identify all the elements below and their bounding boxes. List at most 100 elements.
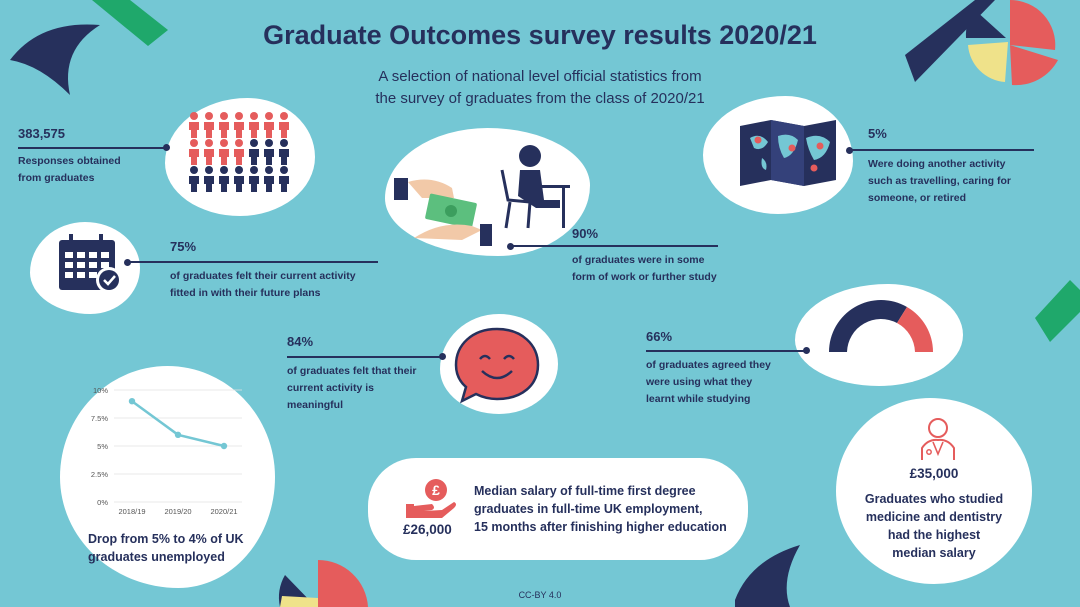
using-learning-value: 66% [646, 329, 673, 344]
person-figure-body [189, 149, 199, 165]
gauge-icon [829, 300, 933, 352]
other-activity-connector [850, 149, 1034, 151]
person-figure-body [234, 122, 244, 138]
medicine-line-1: Graduates who studied [864, 492, 1004, 506]
other-activity-desc: Were doing another activity such as trav… [868, 156, 1034, 207]
using-learning-connector [646, 350, 806, 352]
person-figure-head [190, 166, 198, 174]
using-learning-line-2: were using what they [646, 376, 753, 388]
person-figure-body [219, 176, 229, 192]
person-figure-body [279, 122, 289, 138]
pie-coral-slice [1010, 0, 1056, 50]
smile-speech-icon [454, 327, 540, 404]
salary-line-2: graduates in full-time UK employment, [474, 502, 703, 516]
pound-hand-icon: £ [406, 479, 456, 518]
responses-line-1: Responses obtained [18, 155, 121, 167]
chart-blob [60, 366, 275, 588]
responses-dot [163, 144, 170, 151]
person-figure-head [205, 166, 213, 174]
navy-fin-shape [10, 24, 100, 95]
future-plans-value: 75% [170, 239, 197, 254]
green-bar-right [1035, 280, 1080, 342]
medicine-line-4: median salary [892, 546, 976, 560]
other-activity-line-2: such as travelling, caring for [868, 175, 1011, 187]
unemployment-line-chart: 0% 2.5% 5% 7.5% 10% 2018/19 2019/20 2020/21 [91, 386, 242, 516]
person-figure-head [250, 166, 258, 174]
green-bar-shape [92, 0, 168, 46]
x-tick-label: 2020/21 [210, 507, 237, 516]
person-figure-body [189, 122, 199, 138]
meaningful-line-2: current activity is [287, 382, 374, 394]
subtitle-line-2: the survey of graduates from the class o… [375, 90, 705, 107]
medicine-line-2: medicine and dentistry [865, 510, 1003, 524]
work-study-value: 90% [572, 226, 599, 241]
person-figure-head [235, 112, 243, 120]
y-tick-label: 10% [93, 386, 108, 395]
person-figure-body [204, 149, 214, 165]
medicine-blob [836, 398, 1032, 584]
responses-line-2: from graduates [18, 172, 95, 184]
medicine-line-3: had the highest [887, 528, 981, 542]
meaningful-line-3: meaningful [287, 399, 344, 411]
person-figure-head [205, 139, 213, 147]
future-plans-connector [128, 261, 378, 263]
medicine-desc: Graduates who studied medicine and denti… [836, 490, 1032, 562]
meaningful-value: 84% [287, 334, 314, 349]
person-figure-head [235, 166, 243, 174]
page-title: Graduate Outcomes survey results 2020/21 [263, 20, 817, 50]
responses-connector [18, 147, 166, 149]
person-figure-body [234, 176, 244, 192]
doctor-icon [921, 418, 955, 460]
data-point [128, 398, 136, 405]
unemployment-line-1: Drop from 5% to 4% of UK [88, 532, 244, 546]
person-figure-head [205, 112, 213, 120]
series-line [131, 400, 225, 448]
data-point [174, 431, 182, 438]
person-figure-head [265, 166, 273, 174]
bottom-pie-yellow [280, 596, 318, 607]
bottom-pie-coral [318, 559, 368, 607]
other-activity-line-3: someone, or retired [868, 192, 967, 204]
person-figure-head [280, 112, 288, 120]
future-plans-line-1: of graduates felt their current activity [170, 270, 356, 282]
world-map-icon [740, 120, 836, 186]
person-figure-body [234, 149, 244, 165]
person-figure-head [190, 139, 198, 147]
salary-line-3: 15 months after finishing higher educati… [474, 520, 727, 534]
unemployment-line-2: graduates unemployed [88, 550, 225, 564]
person-figure-body [204, 176, 214, 192]
other-activity-line-1: Were doing another activity [868, 158, 1006, 170]
using-learning-line-3: learnt while studying [646, 393, 751, 405]
person-figure-body [219, 149, 229, 165]
page-subtitle: A selection of national level official s… [290, 66, 790, 110]
person-figure-head [280, 166, 288, 174]
person-figure-body [264, 176, 274, 192]
x-tick-label: 2019/20 [164, 507, 191, 516]
svg-text:£: £ [432, 482, 440, 498]
salary-desc: Median salary of full-time first degree … [474, 482, 727, 536]
person-figure-head [220, 112, 228, 120]
person-figure-body [264, 149, 274, 165]
student-desk-icon [500, 145, 570, 229]
person-figure-head [265, 139, 273, 147]
work-study-line-2: form of work or further study [572, 271, 717, 283]
future-plans-line-2: fitted in with their future plans [170, 287, 321, 299]
salary-value: £26,000 [403, 522, 452, 537]
person-figure-body [279, 176, 289, 192]
work-study-connector [510, 245, 718, 247]
data-point [220, 442, 228, 450]
y-tick-label: 5% [97, 442, 108, 451]
unemployment-caption: Drop from 5% to 4% of UK graduates unemp… [88, 530, 244, 566]
person-figure-body [249, 149, 259, 165]
work-study-line-1: of graduates were in some [572, 254, 705, 266]
person-figure-head [250, 139, 258, 147]
future-plans-desc: of graduates felt their current activity… [170, 268, 356, 302]
future-plans-dot [124, 259, 131, 266]
license-footer: CC-BY 4.0 [518, 590, 562, 600]
person-figure-head [190, 112, 198, 120]
meaningful-dot [439, 353, 446, 360]
y-tick-label: 2.5% [91, 470, 108, 479]
person-figure-body [189, 176, 199, 192]
person-figure-head [235, 139, 243, 147]
